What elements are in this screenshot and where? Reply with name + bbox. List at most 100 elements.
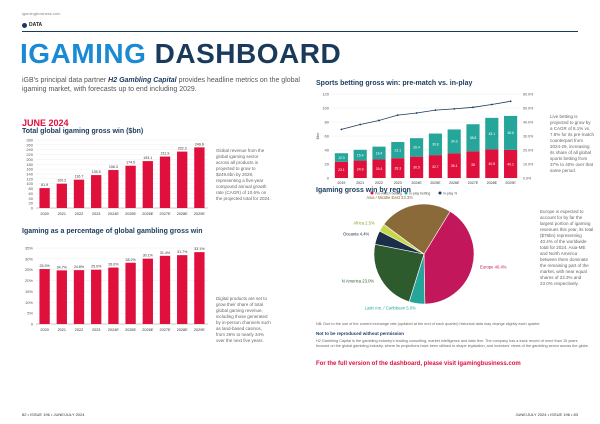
x-tick-label: 2027E <box>160 328 171 332</box>
y-tick-label: 100 <box>26 181 33 186</box>
bar-2025E <box>125 262 136 324</box>
data-label: 30.5 <box>413 166 420 170</box>
bar-2028E <box>177 151 188 208</box>
intro-post: provides headline metrics on the global … <box>22 77 300 93</box>
in-play-bar-2022 <box>372 146 386 160</box>
bar-2023 <box>91 269 102 324</box>
x-tick-label: 2029E <box>194 212 205 216</box>
intro-text: iGB's principal data partner H2 Gambling… <box>22 76 302 94</box>
data-label: 193.1 <box>143 156 152 160</box>
x-tick-label: 2025E <box>125 212 136 216</box>
x-tick-label: 2022 <box>75 328 83 332</box>
in-play-bar-2027E <box>466 124 480 152</box>
sports-text: Live betting is projected to grow by a C… <box>550 114 595 173</box>
data-label: 211.9 <box>161 152 170 156</box>
y-tick-label: 120 <box>322 92 329 97</box>
y-tick-label: 0 <box>31 322 34 327</box>
y-tick-label: 160 <box>26 167 33 172</box>
bar-2024E <box>108 170 119 208</box>
y-tick-label: 80 <box>29 186 34 191</box>
pre-match-bar-2019 <box>334 161 348 178</box>
data-label: 116.7 <box>75 175 84 179</box>
x-tick-label: 2024E <box>108 212 119 216</box>
gross-win-text: Global revenue from the global igaming s… <box>216 148 271 201</box>
bar-2021 <box>56 183 67 208</box>
y-tick-label: 0 <box>327 176 330 181</box>
data-label: 18.4 <box>376 151 383 155</box>
in-play-bar-2021 <box>353 149 367 161</box>
y-tick-label: 200 <box>26 157 33 162</box>
bar-2023 <box>91 175 102 208</box>
legend-label: In-play % <box>443 191 457 195</box>
region-text: Europe is expected to account for by far… <box>540 209 594 286</box>
y-tick-label: 140 <box>26 172 33 177</box>
data-label: 32.7 <box>432 165 439 169</box>
chart-2-title: Igaming as a percentage of global gambli… <box>22 228 203 235</box>
data-label: 28.2% <box>125 258 136 262</box>
y-tick-label: 20 <box>325 162 330 167</box>
y2-tick-label: 20.0% <box>523 149 534 153</box>
x-tick-label: 2021 <box>58 212 66 216</box>
y2-tick-label: 0.0% <box>523 177 532 181</box>
data-label: 23.1 <box>394 148 401 152</box>
data-label: 174.0 <box>126 161 135 165</box>
data-label: 24.7% <box>57 265 68 269</box>
x-tick-label: 2026E <box>142 212 153 216</box>
y-tick-label: 30% <box>25 256 33 261</box>
x-tick-label: 2028E <box>487 181 498 185</box>
x-tick-label: 2022 <box>375 181 383 185</box>
bar-2026E <box>142 161 153 208</box>
slice-label: Europe 40.4% <box>480 265 507 270</box>
x-tick-label: 2025E <box>430 181 441 185</box>
slice-label: Africa 2.5% <box>353 220 375 225</box>
y2-tick-label: 40.0% <box>523 121 534 125</box>
x-tick-label: 2026E <box>142 328 153 332</box>
bar-2024E <box>108 267 119 324</box>
footer-cta[interactable]: For the full version of the dashboard, p… <box>316 361 521 367</box>
data-label: 30.1% <box>143 254 154 258</box>
y2-tick-label: 60.0% <box>523 93 534 97</box>
bar-2020 <box>39 269 50 324</box>
y2-tick-label: 10.0% <box>523 163 534 167</box>
line-point <box>472 106 474 109</box>
page-number-left: 82 • ISSUE 196 • JUNE/JULY 2024 <box>22 412 85 417</box>
y-tick-label: 280 <box>26 138 33 143</box>
title-part-1: IGAMING <box>20 38 147 69</box>
y-tick-label: 40 <box>29 196 34 201</box>
y2-tick-label: 50.0% <box>523 107 534 111</box>
y-tick-label: 35% <box>25 246 33 251</box>
y-tick-label: 0 <box>31 206 34 211</box>
y-tick-label: 260 <box>26 142 33 147</box>
data-label: 100.2 <box>57 179 66 183</box>
bar-2029E <box>194 147 205 208</box>
y-tick-label: 120 <box>26 176 33 181</box>
footer-note: NB: Due to the use of the current exchan… <box>316 322 540 326</box>
x-tick-label: 2020 <box>40 328 48 332</box>
bar-2021 <box>56 270 67 324</box>
bar-2027E <box>159 255 171 324</box>
line-point <box>434 109 437 111</box>
data-label: 38 <box>471 163 475 167</box>
x-tick-label: 2023 <box>92 328 100 332</box>
in-play-bar-2028E <box>485 117 499 150</box>
footer-repro: Not to be reproduced without permission <box>316 331 405 336</box>
legend-swatch <box>404 191 408 195</box>
section-dot-icon <box>22 22 27 28</box>
pre-match-bar-2028E <box>485 149 499 178</box>
data-label: 48.6 <box>507 131 514 135</box>
x-tick-label: 2019 <box>337 181 345 185</box>
intro-pre: iGB's principal data partner <box>22 77 109 84</box>
bar-2022 <box>73 270 85 324</box>
chart-3-title: Sports betting gross win: pre-match vs. … <box>316 80 473 87</box>
data-label: 26.0% <box>108 263 119 267</box>
slice-n-america <box>373 243 425 303</box>
x-tick-label: 2026E <box>449 181 460 185</box>
x-tick-label: 2021 <box>356 181 364 185</box>
in-play-pct-line <box>341 100 511 130</box>
x-tick-label: 2024E <box>108 328 119 332</box>
slice-europe <box>423 210 475 305</box>
data-label: 33.1% <box>194 247 205 251</box>
bar-2028E <box>177 255 188 324</box>
data-label: 25.3% <box>39 264 50 268</box>
x-tick-label: 2020 <box>40 212 48 216</box>
